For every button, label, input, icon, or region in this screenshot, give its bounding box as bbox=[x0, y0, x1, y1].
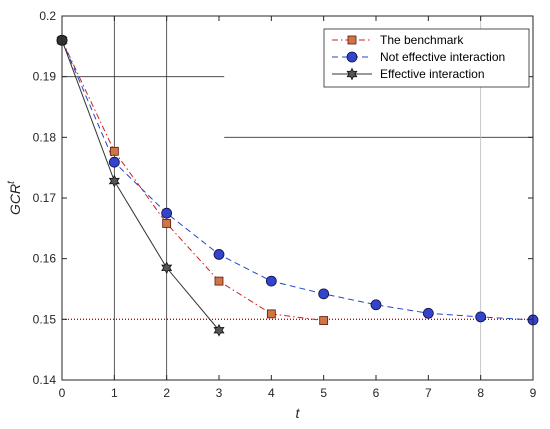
x-tick-label: 1 bbox=[111, 386, 118, 400]
y-axis-label-main: GCR bbox=[7, 184, 23, 215]
data-point bbox=[370, 299, 382, 311]
x-tick-label: 8 bbox=[477, 386, 484, 400]
y-tick-label: 0.15 bbox=[33, 312, 57, 326]
legend-entry-label: The benchmark bbox=[380, 33, 464, 47]
data-point bbox=[213, 323, 225, 337]
y-axis-label: GCRt bbox=[6, 180, 23, 215]
data-point bbox=[318, 288, 330, 300]
data-point bbox=[161, 261, 173, 275]
x-tick-label: 6 bbox=[373, 386, 380, 400]
x-tick-label: 4 bbox=[268, 386, 275, 400]
y-tick-label: 0.14 bbox=[33, 373, 57, 387]
data-point bbox=[422, 307, 434, 319]
y-tick-label: 0.2 bbox=[39, 9, 56, 23]
legend-marker bbox=[346, 67, 358, 81]
y-tick-label: 0.17 bbox=[33, 191, 57, 205]
x-axis-label: t bbox=[296, 405, 301, 421]
y-axis: 0.14 0.15 0.16 0.17 0.18 0.19 0.2 bbox=[33, 9, 533, 387]
x-tick-label: 7 bbox=[425, 386, 432, 400]
data-point bbox=[109, 146, 119, 156]
x-tick-label: 9 bbox=[530, 386, 537, 400]
x-axis: 0 1 2 3 4 5 6 7 8 9 bbox=[59, 16, 537, 400]
legend: The benchmark Not effective interaction Ef… bbox=[323, 28, 530, 88]
x-tick-label: 3 bbox=[216, 386, 223, 400]
data-point bbox=[266, 309, 276, 319]
x-tick-label: 5 bbox=[320, 386, 327, 400]
legend-box bbox=[323, 28, 530, 88]
x-tick-label: 0 bbox=[59, 386, 66, 400]
series-line bbox=[61, 40, 220, 331]
reference-lines bbox=[62, 16, 533, 380]
data-point bbox=[319, 316, 329, 325]
x-tick-label: 2 bbox=[163, 386, 170, 400]
legend-entry-label: Not effective interaction bbox=[380, 50, 505, 64]
series-line bbox=[61, 40, 324, 322]
y-tick-label: 0.19 bbox=[33, 70, 57, 84]
y-axis-label-superscript: t bbox=[6, 180, 17, 184]
data-point bbox=[108, 174, 120, 188]
legend-marker bbox=[347, 35, 357, 45]
legend-marker bbox=[346, 51, 358, 63]
data-point bbox=[108, 156, 120, 168]
legend-entry-label: Effective interaction bbox=[380, 67, 485, 81]
data-point bbox=[475, 311, 487, 323]
y-tick-label: 0.18 bbox=[33, 130, 57, 144]
data-point bbox=[265, 275, 277, 287]
data-point bbox=[161, 207, 173, 219]
data-point bbox=[162, 219, 172, 228]
data-point bbox=[213, 249, 225, 260]
series-lines bbox=[61, 40, 534, 331]
data-point bbox=[214, 276, 224, 286]
y-tick-label: 0.16 bbox=[33, 252, 57, 266]
